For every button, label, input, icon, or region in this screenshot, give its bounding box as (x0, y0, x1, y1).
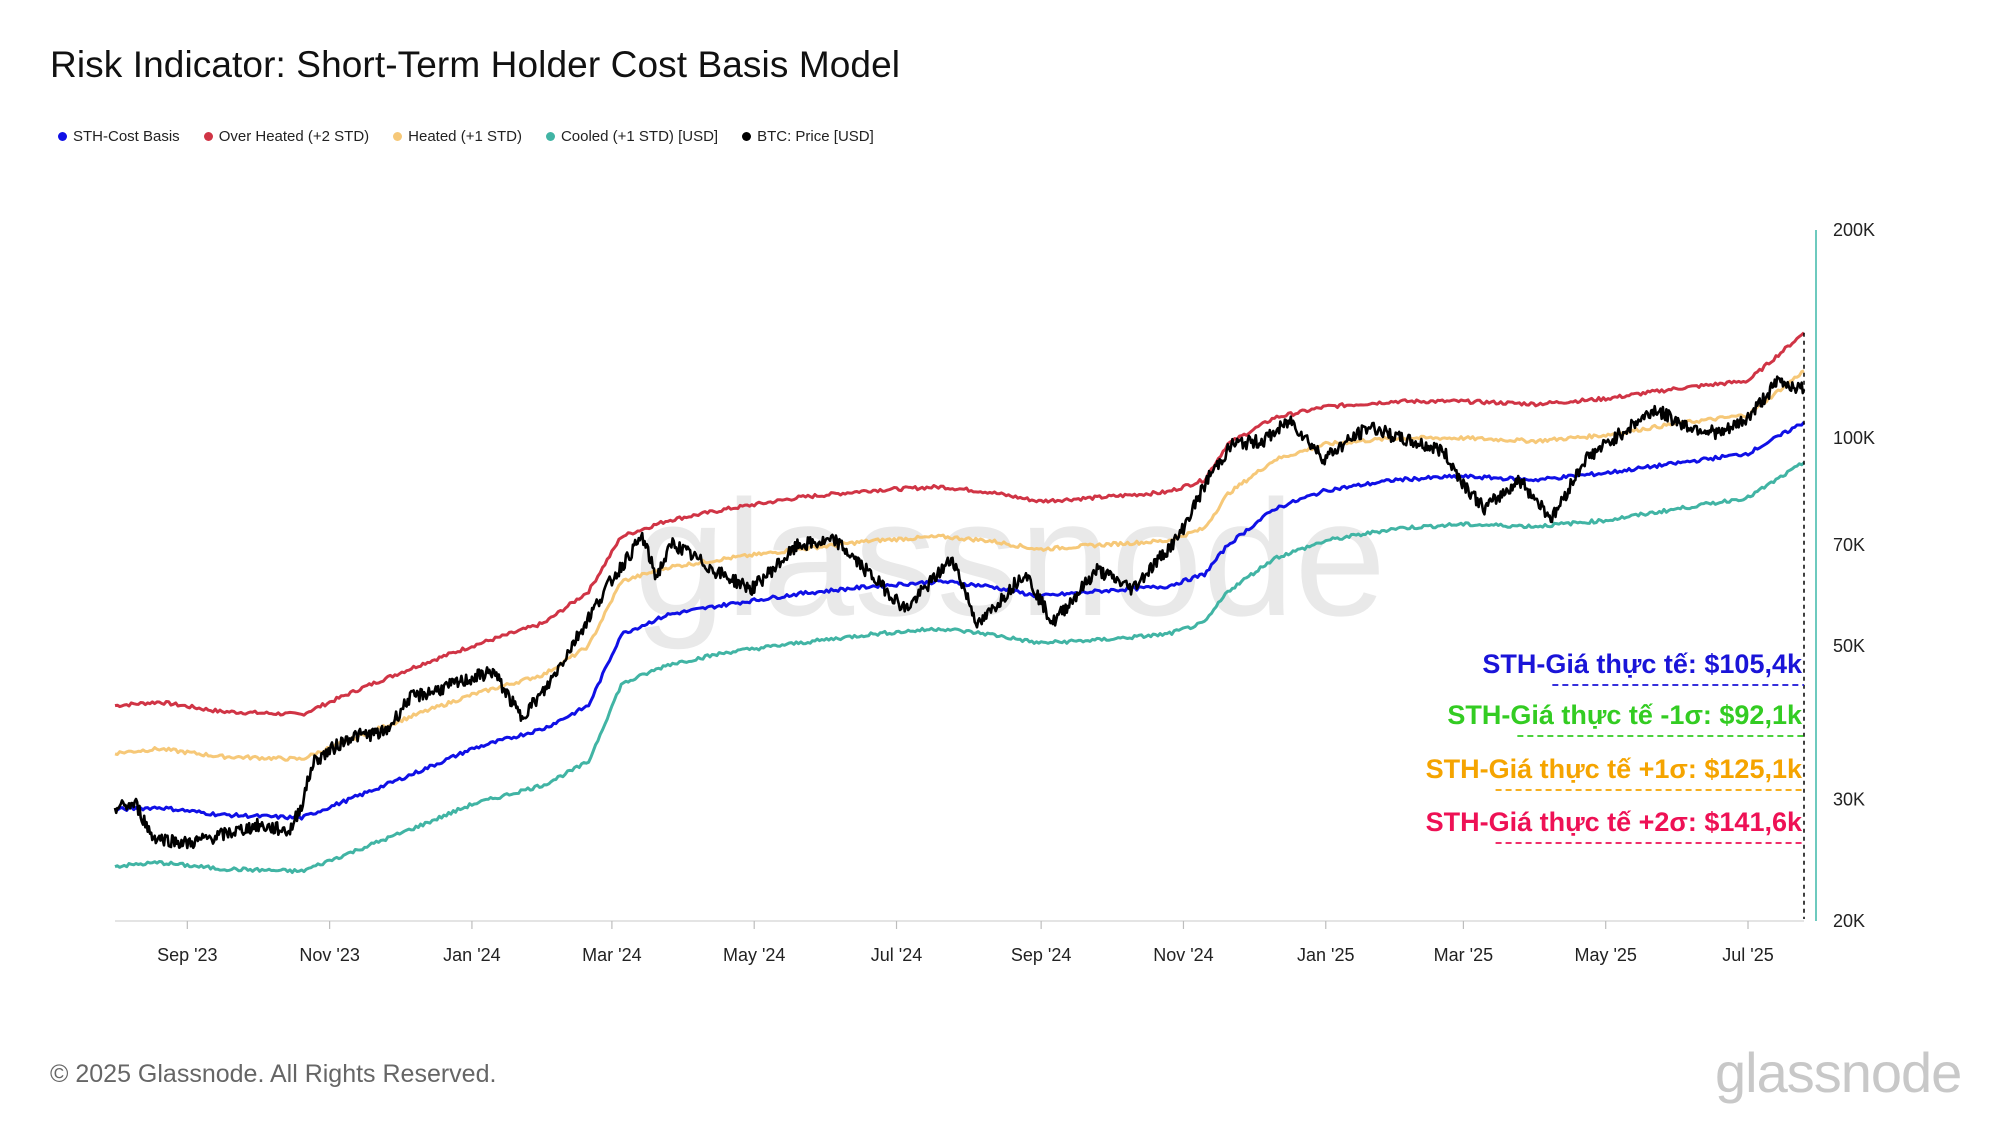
annotation-label: STH-Giá thực tế +2σ: $141,6k (1426, 807, 1803, 837)
annotation-label: STH-Giá thực tế +1σ: $125,1k (1426, 754, 1803, 784)
legend-item-over-heated[interactable]: Over Heated (+2 STD) (203, 128, 370, 145)
legend-dot-icon (742, 132, 752, 141)
legend-item-sth-cost-basis[interactable]: STH-Cost Basis (58, 128, 180, 145)
legend-label: Over Heated (+2 STD) (218, 128, 370, 145)
y-tick-label: 50K (1833, 636, 1865, 656)
x-tick-label: Jul '25 (1722, 945, 1773, 965)
legend-dot-icon (203, 132, 213, 141)
annotation-layer: STH-Giá thực tế: $105,4k STH-Giá thực tế … (1426, 332, 1805, 919)
x-tick-label: Sep '24 (1011, 945, 1072, 965)
series-line-0 (114, 331, 1805, 717)
brand-logo: glassnode (1715, 1041, 1962, 1104)
legend-item-heated[interactable]: Heated (+1 STD) (393, 128, 522, 145)
legend-label: Heated (+1 STD) (408, 128, 522, 145)
series-line-3 (114, 461, 1806, 874)
x-tick-label: Jan '25 (1297, 945, 1354, 965)
legend-dot-icon (393, 132, 403, 141)
series-line-1 (114, 369, 1805, 762)
legend-label: STH-Cost Basis (73, 128, 180, 145)
x-tick-label: Nov '23 (299, 945, 359, 965)
legend-item-btc-price[interactable]: BTC: Price [USD] (742, 128, 874, 145)
annotation-label: STH-Giá thực tế: $105,4k (1482, 649, 1803, 679)
legend-dot-icon (58, 132, 67, 141)
x-tick-label: Sep '23 (157, 945, 218, 965)
legend-item-cooled[interactable]: Cooled (+1 STD) [USD] (545, 128, 719, 145)
series-layer (113, 331, 1806, 874)
copyright-footer: © 2025 Glassnode. All Rights Reserved. (50, 1060, 497, 1088)
y-tick-label: 200K (1833, 220, 1875, 240)
series-line-4 (113, 375, 1806, 850)
legend-label: Cooled (+1 STD) [USD] (560, 128, 719, 145)
x-tick-label: Mar '25 (1434, 945, 1493, 965)
y-tick-label: 30K (1833, 789, 1865, 809)
legend-label: BTC: Price [USD] (757, 128, 874, 145)
y-tick-label: 70K (1833, 535, 1865, 555)
x-tick-label: Jul '24 (871, 945, 922, 965)
x-tick-label: May '24 (723, 945, 785, 965)
chart-title: Risk Indicator: Short-Term Holder Cost B… (50, 44, 901, 85)
x-tick-label: Nov '24 (1153, 945, 1213, 965)
y-tick-label: 100K (1833, 428, 1875, 448)
legend-dot-icon (545, 132, 555, 141)
annotation-label: STH-Giá thực tế -1σ: $92,1k (1447, 700, 1803, 730)
x-tick-label: Mar '24 (582, 945, 641, 965)
x-tick-label: May '25 (1574, 945, 1636, 965)
legend: STH-Cost Basis Over Heated (+2 STD) Heat… (58, 128, 874, 145)
axis-layer: Sep '23 Nov '23 Jan '24 Mar '24 May '24 Jul '… (115, 220, 1875, 965)
x-tick-label: Jan '24 (443, 945, 500, 965)
y-tick-label: 20K (1833, 911, 1865, 931)
